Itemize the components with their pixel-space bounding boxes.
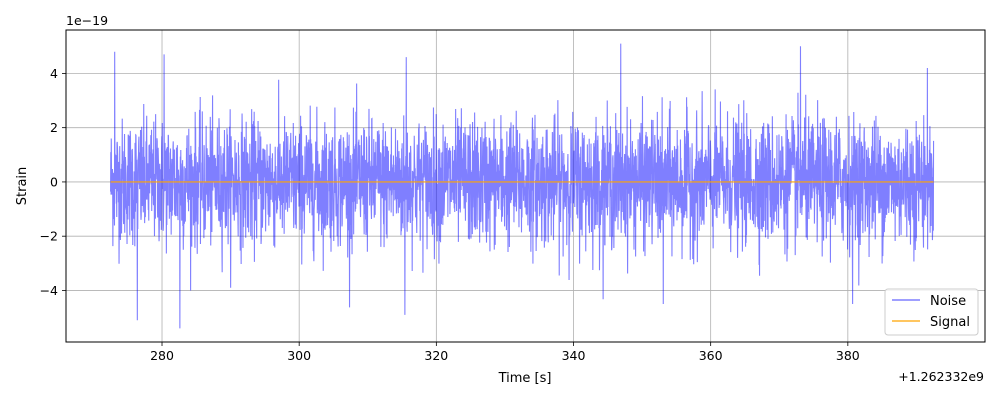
axis-ticks: 280 300 320 340 360 380 −4 −2 0 2 4 [40, 66, 860, 363]
x-tick-label: 280 [150, 348, 174, 363]
y-tick-label: 0 [50, 174, 58, 189]
axes-frame [65, 29, 986, 343]
legend-label-signal: Signal [930, 315, 970, 330]
x-tick-label: 380 [836, 348, 860, 363]
legend-label-noise: Noise [930, 294, 966, 309]
y-tick-label: 2 [50, 120, 58, 135]
x-tick-label: 300 [287, 348, 311, 363]
y-axis-multiplier: 1e−19 [66, 13, 108, 28]
y-axis-label: Strain [15, 167, 30, 206]
y-tick-label: −2 [40, 229, 58, 244]
x-axis-offset: +1.262332e9 [898, 369, 984, 384]
x-axis-label: Time [s] [498, 371, 552, 386]
y-tick-label: 4 [50, 66, 58, 81]
series-noise-line [110, 43, 935, 329]
x-tick-label: 360 [699, 348, 723, 363]
x-tick-label: 320 [424, 348, 448, 363]
y-tick-label: −4 [40, 283, 58, 298]
plot-area [110, 43, 935, 329]
x-tick-label: 340 [562, 348, 586, 363]
legend: Noise Signal [884, 288, 979, 336]
